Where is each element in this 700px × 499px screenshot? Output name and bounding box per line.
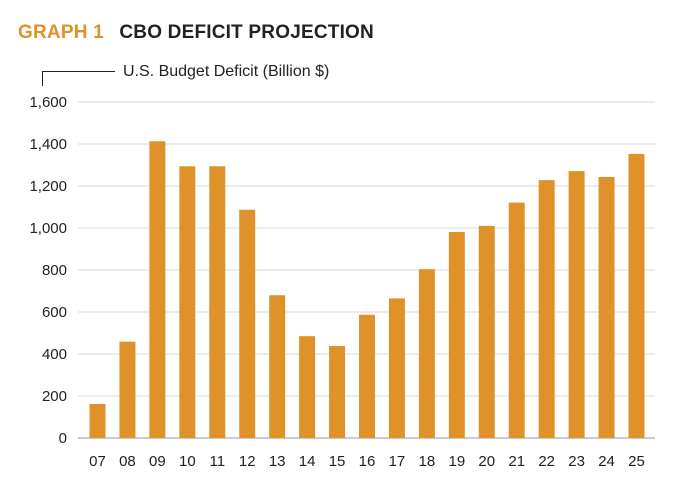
y-tick-label: 1,400 (29, 136, 67, 153)
bar-25 (628, 153, 645, 438)
x-tick-label: 14 (299, 453, 316, 470)
bar-19 (448, 231, 465, 438)
bar-15 (329, 346, 346, 438)
y-tick-label: 200 (42, 388, 67, 405)
y-axis-ticks: 0 200 400 600 800 1,000 1,200 1,400 1,600 (29, 94, 67, 447)
bar-11 (209, 166, 226, 438)
bar-13 (269, 295, 286, 438)
x-tick-label: 19 (448, 453, 465, 470)
x-tick-label: 17 (389, 453, 406, 470)
bar-17 (388, 298, 405, 438)
x-tick-label: 10 (179, 453, 196, 470)
bar-07 (89, 403, 106, 438)
y-axis-label: U.S. Budget Deficit (Billion $) (123, 63, 330, 80)
x-tick-label: 11 (209, 453, 225, 470)
x-tick-label: 20 (478, 453, 495, 470)
x-tick-label: 12 (239, 453, 256, 470)
y-tick-label: 1,200 (29, 178, 67, 195)
x-tick-label: 23 (568, 453, 585, 470)
y-tick-label: 800 (42, 262, 67, 279)
bar-20 (478, 225, 495, 438)
bar-22 (538, 180, 555, 438)
bar-08 (119, 341, 136, 438)
y-tick-label: 0 (59, 430, 67, 447)
bar-14 (299, 336, 316, 438)
y-axis-label-bracket (42, 71, 115, 86)
bar-16 (359, 314, 375, 438)
bars (89, 141, 645, 438)
x-tick-label: 24 (598, 453, 615, 470)
x-tick-label: 18 (419, 453, 436, 470)
x-tick-label: 13 (269, 453, 286, 470)
bar-18 (418, 269, 435, 438)
x-axis-ticks: 07 08 09 10 11 12 13 14 15 16 17 18 19 20 21 22 23 24 25 (89, 453, 645, 470)
x-tick-label: 07 (89, 453, 106, 470)
y-tick-label: 600 (42, 304, 67, 321)
x-tick-label: 16 (359, 453, 376, 470)
y-tick-label: 1,600 (29, 94, 67, 111)
bar-09 (149, 141, 166, 438)
bar-12 (239, 209, 256, 438)
graph-number-label: GRAPH 1 (18, 22, 104, 43)
gridlines (78, 101, 655, 439)
x-tick-label: 22 (538, 453, 555, 470)
graph-title: CBO DEFICIT PROJECTION (119, 22, 374, 43)
y-tick-label: 1,000 (29, 220, 67, 237)
bar-21 (508, 202, 525, 438)
x-tick-label: 25 (628, 453, 645, 470)
y-tick-label: 400 (42, 346, 67, 363)
bar-10 (179, 166, 196, 438)
x-tick-label: 08 (119, 453, 136, 470)
bar-24 (598, 176, 615, 438)
x-tick-label: 15 (329, 453, 346, 470)
bar-23 (568, 171, 585, 438)
x-tick-label: 09 (149, 453, 166, 470)
chart-title: GRAPH 1 CBO DEFICIT PROJECTION (18, 22, 374, 44)
x-tick-label: 21 (508, 453, 525, 470)
